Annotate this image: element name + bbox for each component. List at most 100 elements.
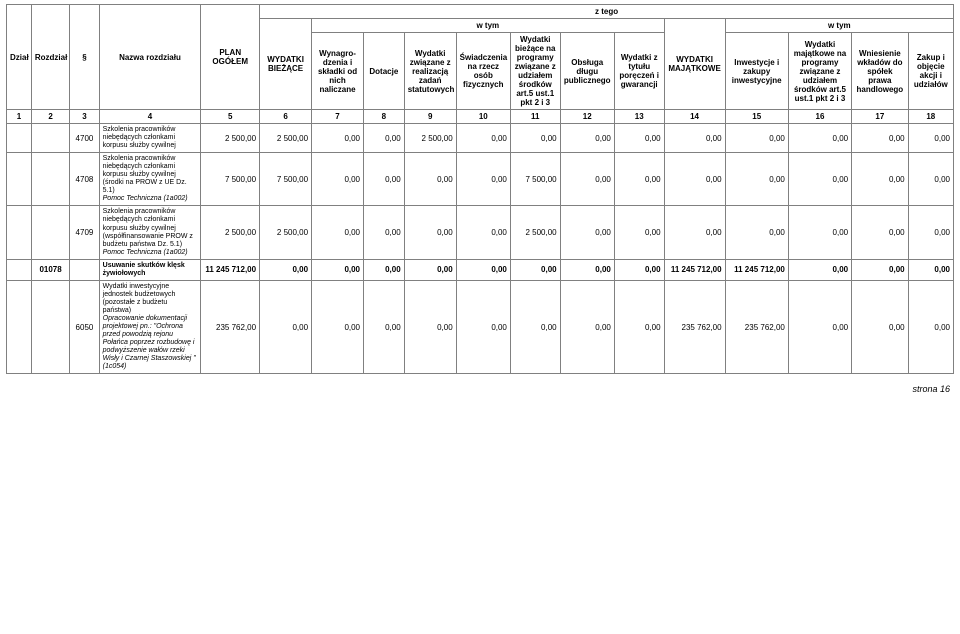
hdr-rozdzial: Rozdział [31, 5, 69, 110]
colnum: 12 [560, 110, 614, 124]
page: { "header": { "ztego": "z tego", "wtym":… [0, 0, 960, 414]
cell-value: 0,00 [260, 280, 312, 374]
hdr-plan: PLAN OGÓŁEM [201, 5, 260, 110]
cell-value: 2 500,00 [201, 206, 260, 259]
table-row: 6050Wydatki inwestycyjne jednostek budże… [7, 280, 954, 374]
cell-value: 0,00 [404, 280, 456, 374]
cell-value: 0,00 [364, 124, 405, 153]
table-row: 01078Usuwanie skutków klęsk żywiołowych1… [7, 259, 954, 280]
cell-value: 0,00 [725, 206, 788, 259]
cell-value: 0,00 [852, 280, 909, 374]
cell-value: 0,00 [852, 124, 909, 153]
hdr-paragraf: § [70, 5, 99, 110]
colnum: 7 [312, 110, 364, 124]
hdr-c8: Dotacje [364, 33, 405, 110]
cell-desc: Szkolenia pracowników niebędących członk… [99, 206, 201, 259]
cell-value: 2 500,00 [404, 124, 456, 153]
colnum: 10 [456, 110, 510, 124]
cell-desc: Wydatki inwestycyjne jednostek budżetowy… [99, 280, 201, 374]
cell-value: 235 762,00 [725, 280, 788, 374]
cell-dzial [7, 206, 32, 259]
colnum: 3 [70, 110, 99, 124]
cell-desc: Szkolenia pracowników niebędących członk… [99, 124, 201, 153]
cell-value: 0,00 [852, 259, 909, 280]
hdr-c17: Wniesienie wkładów do spółek prawa handl… [852, 33, 909, 110]
cell-value: 0,00 [560, 280, 614, 374]
hdr-c13: Wydatki z tytułu poręczeń i gwarancji [614, 33, 664, 110]
column-numbers-row: 1 2 3 4 5 6 7 8 9 10 11 12 13 14 15 16 1… [7, 110, 954, 124]
colnum: 4 [99, 110, 201, 124]
cell-paragraf: 4700 [70, 124, 99, 153]
cell-value: 2 500,00 [260, 206, 312, 259]
cell-value: 0,00 [312, 206, 364, 259]
table-row: 4708Szkolenia pracowników niebędących cz… [7, 153, 954, 206]
cell-dzial [7, 153, 32, 206]
cell-value: 235 762,00 [664, 280, 725, 374]
cell-rozdzial [31, 153, 69, 206]
hdr-c15: Inwestycje i zakupy inwestycyjne [725, 33, 788, 110]
cell-value: 0,00 [260, 259, 312, 280]
cell-value: 0,00 [725, 153, 788, 206]
hdr-c18: Zakup i objęcie akcji i udziałów [908, 33, 953, 110]
colnum: 16 [788, 110, 851, 124]
hdr-c7: Wynagro- dzenia i składki od nich nalicz… [312, 33, 364, 110]
cell-rozdzial [31, 280, 69, 374]
colnum: 17 [852, 110, 909, 124]
cell-desc: Szkolenia pracowników niebędących członk… [99, 153, 201, 206]
table-row: 4709Szkolenia pracowników niebędących cz… [7, 206, 954, 259]
colnum: 13 [614, 110, 664, 124]
cell-value: 0,00 [614, 206, 664, 259]
colnum: 15 [725, 110, 788, 124]
cell-value: 11 245 712,00 [201, 259, 260, 280]
cell-value: 0,00 [312, 153, 364, 206]
cell-value: 0,00 [788, 206, 851, 259]
cell-value: 0,00 [404, 206, 456, 259]
hdr-c12: Obsługa długu publicznego [560, 33, 614, 110]
cell-value: 0,00 [614, 153, 664, 206]
table-header: Dział Rozdział § Nazwa rozdziału PLAN OG… [7, 5, 954, 124]
cell-value: 0,00 [664, 124, 725, 153]
cell-value: 0,00 [725, 124, 788, 153]
cell-value: 0,00 [908, 124, 953, 153]
cell-value: 0,00 [510, 124, 560, 153]
colnum: 6 [260, 110, 312, 124]
cell-desc: Usuwanie skutków klęsk żywiołowych [99, 259, 201, 280]
hdr-majatkowe: WYDATKI MAJĄTKOWE [664, 19, 725, 110]
cell-paragraf [70, 259, 99, 280]
cell-value: 0,00 [364, 153, 405, 206]
hdr-wtym-1: w tym [312, 19, 665, 33]
hdr-biezace: WYDATKI BIEŻĄCE [260, 19, 312, 110]
cell-value: 0,00 [788, 124, 851, 153]
table-body: 4700Szkolenia pracowników niebędących cz… [7, 124, 954, 374]
table-row: 4700Szkolenia pracowników niebędących cz… [7, 124, 954, 153]
cell-value: 0,00 [664, 153, 725, 206]
cell-value: 0,00 [510, 259, 560, 280]
colnum: 9 [404, 110, 456, 124]
cell-paragraf: 4709 [70, 206, 99, 259]
hdr-wtym-2: w tym [725, 19, 953, 33]
cell-value: 0,00 [404, 259, 456, 280]
cell-dzial [7, 280, 32, 374]
cell-value: 0,00 [364, 280, 405, 374]
cell-value: 7 500,00 [510, 153, 560, 206]
hdr-c11: Wydatki bieżące na programy związane z u… [510, 33, 560, 110]
cell-value: 0,00 [510, 280, 560, 374]
cell-value: 0,00 [312, 124, 364, 153]
cell-value: 0,00 [456, 280, 510, 374]
colnum: 18 [908, 110, 953, 124]
cell-value: 0,00 [852, 153, 909, 206]
cell-value: 11 245 712,00 [664, 259, 725, 280]
hdr-c10: Świadczenia na rzecz osób fizycznych [456, 33, 510, 110]
hdr-ztego: z tego [260, 5, 954, 19]
cell-rozdzial [31, 206, 69, 259]
cell-value: 11 245 712,00 [725, 259, 788, 280]
cell-dzial [7, 124, 32, 153]
cell-value: 0,00 [664, 206, 725, 259]
cell-value: 0,00 [312, 259, 364, 280]
cell-value: 2 500,00 [260, 124, 312, 153]
cell-value: 0,00 [364, 259, 405, 280]
cell-value: 0,00 [852, 206, 909, 259]
cell-value: 2 500,00 [201, 124, 260, 153]
cell-value: 0,00 [560, 259, 614, 280]
cell-value: 0,00 [456, 259, 510, 280]
